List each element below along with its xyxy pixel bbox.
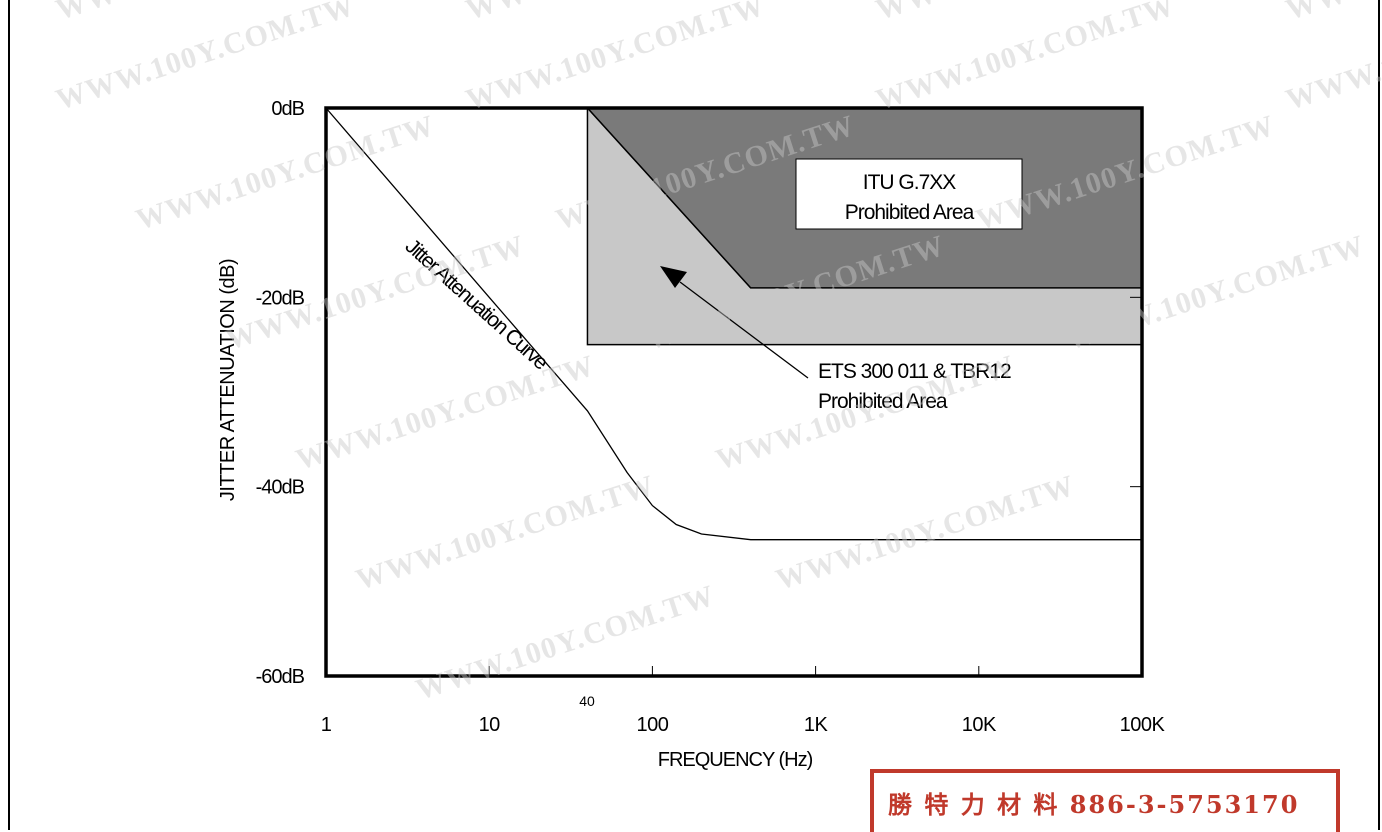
x-axis-title: FREQUENCY (Hz) xyxy=(658,749,813,771)
contact-stamp: 勝 特 力 材 料 886-3-5753170 xyxy=(870,769,1340,832)
watermark-text: WWW.100Y.COM.TW xyxy=(772,469,1079,597)
x-tick-label: 10 xyxy=(479,714,501,736)
ets-arrow-shaft xyxy=(679,281,809,379)
axis-labels: 1 10 100 1K 10K 100K 40 0dB -20dB -40dB -60dB FREQU… xyxy=(217,98,1166,771)
ets-label-line2: Prohibited Area xyxy=(818,390,948,413)
y-tick-label: -20dB xyxy=(256,287,305,309)
region-diagonal-edge xyxy=(587,107,752,289)
watermark-text: WWW.100Y.COM.TW xyxy=(352,469,659,597)
itu-label-line1: ITU G.7XX xyxy=(863,171,957,194)
x-tick-label-extra: 40 xyxy=(579,693,595,709)
y-axis-title: JITTER ATTENUATION (dB) xyxy=(217,259,239,501)
plot-area-border xyxy=(324,106,1144,678)
y-tick-label: 0dB xyxy=(271,98,304,120)
y-tick-label: -40dB xyxy=(256,477,305,499)
watermark-text: WWW.100Y.COM.TW xyxy=(1282,0,1382,27)
watermark-text: WWW.100Y.COM.TW xyxy=(132,109,439,237)
annotations: ITU G.7XX Prohibited Area ETS 300 011 & TB… xyxy=(401,158,1023,413)
y-tick-label: -60dB xyxy=(256,666,305,688)
watermark-text: WWW.100Y.COM.TW xyxy=(412,579,719,707)
itu-label-line2: Prohibited Area xyxy=(845,201,975,224)
watermark-text: WWW.100Y.COM.TW xyxy=(52,0,359,117)
series-line-0 xyxy=(325,107,1142,541)
x-tick-label: 1K xyxy=(804,714,829,736)
stamp-text: 勝 特 力 材 料 886-3-5753170 xyxy=(888,790,1300,819)
x-tick-label: 100 xyxy=(636,714,668,736)
itu-label-box xyxy=(795,158,1023,230)
watermark-text: WWW.100Y.COM.TW xyxy=(292,349,599,477)
watermark-text: WWW.100Y.COM.TW xyxy=(462,0,769,117)
ets-label-line1: ETS 300 011 & TBR12 xyxy=(818,360,1011,383)
plot-border xyxy=(324,106,1144,678)
watermarks: WWW.100Y.COM.TW WWW.100Y.COM.TW WWW.100Y.C… xyxy=(52,0,1382,707)
x-tick-label: 100K xyxy=(1120,714,1166,736)
ets-arrow-head xyxy=(660,266,687,288)
watermark-text: WWW.100Y.COM.TW xyxy=(872,0,1179,117)
x-tick-label: 10K xyxy=(962,714,997,736)
page-frame xyxy=(8,0,1380,830)
x-tick-label: 1 xyxy=(321,714,332,736)
series-group xyxy=(325,107,1142,541)
